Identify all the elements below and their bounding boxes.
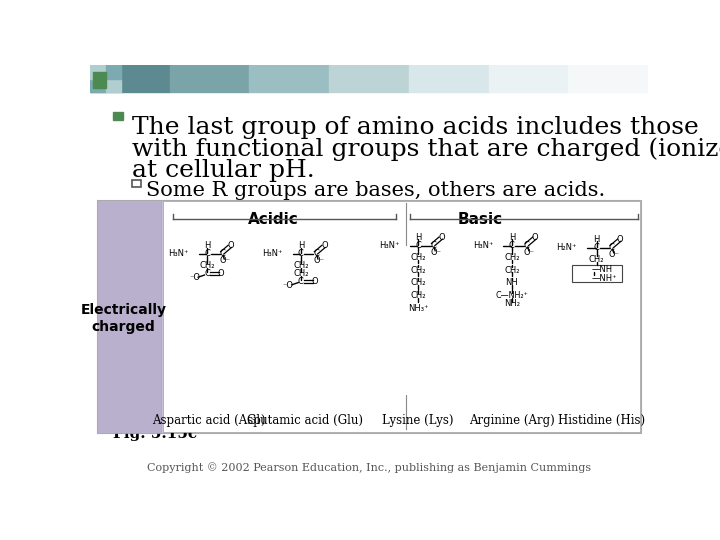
- Bar: [90, 78, 106, 92]
- Text: C: C: [204, 249, 210, 259]
- Text: NH₃⁺: NH₃⁺: [408, 304, 428, 313]
- Bar: [489, 65, 568, 92]
- Text: H₃N⁺: H₃N⁺: [473, 241, 493, 250]
- Text: Fig. 5.15c: Fig. 5.15c: [114, 427, 197, 441]
- Text: CH₂: CH₂: [410, 279, 426, 287]
- Bar: [90, 65, 106, 78]
- Bar: [409, 65, 489, 92]
- Bar: [329, 65, 409, 92]
- Text: C: C: [204, 269, 210, 278]
- Text: H₃N⁺: H₃N⁺: [168, 249, 189, 259]
- Text: Acidic: Acidic: [248, 212, 298, 227]
- Text: C: C: [415, 241, 421, 250]
- Bar: [163, 201, 639, 431]
- Text: C: C: [298, 277, 304, 286]
- Text: CH₂: CH₂: [293, 261, 309, 270]
- Text: H₃N⁺: H₃N⁺: [262, 249, 282, 259]
- Text: O⁻: O⁻: [430, 247, 441, 256]
- Text: O⁻: O⁻: [220, 256, 230, 265]
- Text: O: O: [311, 277, 318, 286]
- Text: O⁻: O⁻: [524, 247, 535, 256]
- Text: H₂N⁺: H₂N⁺: [556, 243, 577, 252]
- Text: CH₂: CH₂: [410, 291, 426, 300]
- Text: NH: NH: [505, 279, 518, 287]
- Text: O⁻: O⁻: [608, 249, 620, 259]
- Bar: [132, 180, 141, 187]
- Text: H: H: [415, 233, 421, 242]
- Text: at cellular pH.: at cellular pH.: [132, 159, 315, 182]
- Text: H: H: [204, 241, 210, 251]
- Text: Some R groups are bases, others are acids.: Some R groups are bases, others are acid…: [146, 181, 606, 200]
- Text: C: C: [594, 243, 600, 252]
- Text: O: O: [217, 269, 224, 278]
- Text: C: C: [298, 249, 304, 259]
- Text: —NH⁺: —NH⁺: [592, 274, 617, 282]
- Text: C: C: [313, 249, 319, 259]
- Text: Copyright © 2002 Pearson Education, Inc., publishing as Benjamin Cummings: Copyright © 2002 Pearson Education, Inc.…: [147, 462, 591, 473]
- Text: O: O: [532, 233, 539, 242]
- Bar: [94, 72, 106, 87]
- Text: H₃N⁺: H₃N⁺: [379, 241, 400, 250]
- Bar: [481, 246, 548, 420]
- Text: Histidine (His): Histidine (His): [557, 414, 644, 427]
- Bar: [568, 65, 648, 92]
- Bar: [106, 65, 121, 78]
- Text: C—NH₂⁺: C—NH₂⁺: [495, 291, 528, 300]
- Bar: [249, 65, 329, 92]
- Text: O: O: [438, 233, 445, 242]
- Text: CH₂: CH₂: [410, 266, 426, 275]
- Text: O: O: [228, 241, 234, 251]
- Text: C: C: [431, 241, 436, 250]
- Bar: [204, 238, 217, 256]
- Bar: [185, 254, 235, 346]
- Text: O⁻: O⁻: [313, 256, 324, 265]
- Bar: [509, 230, 521, 248]
- Text: Arginine (Arg): Arginine (Arg): [469, 414, 554, 427]
- Bar: [97, 200, 641, 433]
- Text: C: C: [509, 241, 515, 250]
- Bar: [106, 78, 121, 92]
- Text: O: O: [321, 241, 328, 251]
- Text: H: H: [593, 235, 600, 244]
- Bar: [114, 112, 124, 120]
- Text: CH₂: CH₂: [589, 255, 604, 264]
- Bar: [90, 65, 170, 92]
- Text: The last group of amino acids includes those: The last group of amino acids includes t…: [132, 116, 698, 139]
- Bar: [279, 254, 329, 379]
- Text: Glutamic acid (Glu): Glutamic acid (Glu): [247, 414, 363, 427]
- Bar: [170, 65, 249, 92]
- Text: ⁻O: ⁻O: [189, 273, 200, 282]
- Text: H: H: [508, 233, 515, 242]
- Text: CH₂: CH₂: [199, 261, 215, 270]
- Text: CH₂: CH₂: [504, 266, 520, 275]
- Text: Aspartic acid (Asp): Aspartic acid (Asp): [152, 414, 266, 427]
- Bar: [298, 238, 310, 256]
- Text: with functional groups that are charged (ionized): with functional groups that are charged …: [132, 137, 720, 161]
- Text: ⁻O: ⁻O: [283, 281, 294, 290]
- Bar: [396, 246, 446, 395]
- Text: Lysine (Lys): Lysine (Lys): [382, 414, 454, 427]
- Bar: [97, 200, 161, 433]
- Text: Basic: Basic: [458, 212, 503, 227]
- Bar: [415, 230, 427, 248]
- Text: C: C: [220, 249, 225, 259]
- Text: —NH: —NH: [592, 265, 613, 274]
- Text: CH₂: CH₂: [504, 253, 520, 262]
- Text: O: O: [617, 235, 624, 244]
- Text: CH₂: CH₂: [410, 253, 426, 262]
- Bar: [572, 265, 622, 281]
- Text: Electrically
charged: Electrically charged: [81, 303, 166, 334]
- Text: C: C: [609, 243, 615, 252]
- Text: C: C: [524, 241, 530, 250]
- Text: H: H: [298, 241, 304, 251]
- Text: NH₂: NH₂: [504, 299, 520, 308]
- Text: CH₂: CH₂: [293, 269, 309, 278]
